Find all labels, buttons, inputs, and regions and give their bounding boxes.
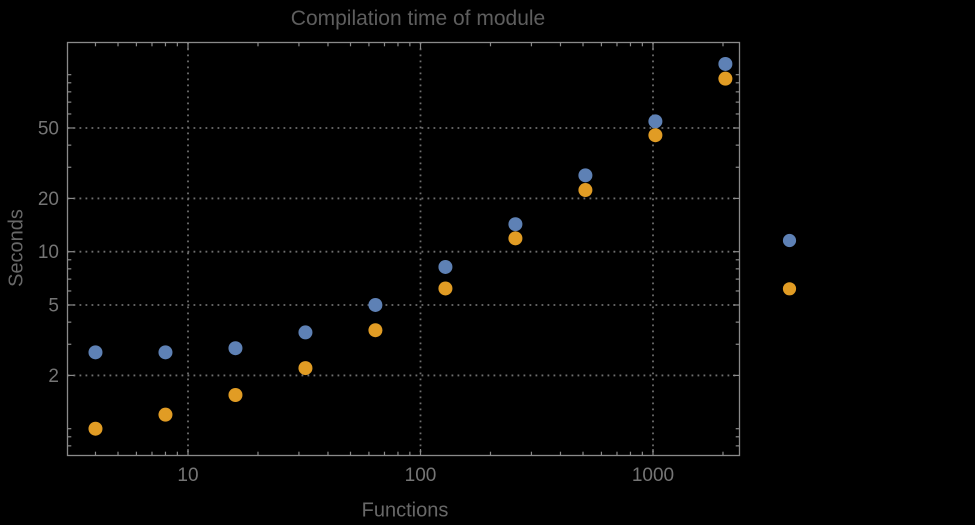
y-axis-label: Seconds	[5, 209, 28, 287]
chart-title: Compilation time of module	[290, 7, 546, 30]
y-tick-label-10: 10	[38, 242, 59, 263]
data-point-series-1-x16	[228, 341, 243, 356]
x-tick-label-10: 10	[177, 465, 198, 486]
legend	[782, 233, 797, 296]
tick-layer	[67, 42, 740, 456]
data-point-series-2-x8	[158, 407, 173, 422]
data-point-series-1-x8	[158, 345, 173, 360]
data-points-layer	[88, 56, 733, 436]
y-tick-label-50: 50	[38, 118, 59, 139]
data-point-series-1-x32	[298, 325, 313, 340]
data-point-series-2-x2048	[718, 71, 733, 86]
y-tick-label-2: 2	[48, 366, 59, 387]
data-point-series-1-x256	[508, 217, 523, 232]
legend-marker-series-1	[782, 233, 797, 248]
data-point-series-2-x512	[578, 183, 593, 198]
tick-label-layer: 10 100 1000 2 5 10 20 50	[38, 118, 674, 486]
data-point-series-2-x256	[508, 231, 523, 246]
x-axis-label: Functions	[361, 499, 449, 522]
data-point-series-2-x128	[438, 281, 453, 296]
legend-marker-series-2	[782, 282, 797, 296]
frame-rect	[66, 41, 741, 457]
data-point-series-1-x512	[578, 168, 593, 183]
data-point-series-2-x64	[368, 323, 383, 338]
data-point-series-2-x1024	[648, 128, 663, 143]
data-point-series-1-x4	[88, 345, 103, 360]
plot-frame	[66, 41, 741, 457]
data-point-series-1-x2048	[718, 56, 733, 71]
grid-layer	[67, 42, 740, 456]
data-point-series-1-x128	[438, 259, 453, 274]
x-tick-label-100: 100	[405, 465, 437, 486]
x-tick-label-1000: 1000	[632, 465, 674, 486]
y-tick-label-5: 5	[48, 295, 59, 316]
data-point-series-2-x32	[298, 361, 313, 376]
data-point-series-1-x64	[368, 297, 383, 312]
data-point-series-1-x1024	[648, 114, 663, 129]
y-tick-label-20: 20	[38, 189, 59, 210]
data-point-series-2-x4	[88, 421, 103, 436]
data-point-series-2-x16	[228, 388, 243, 403]
